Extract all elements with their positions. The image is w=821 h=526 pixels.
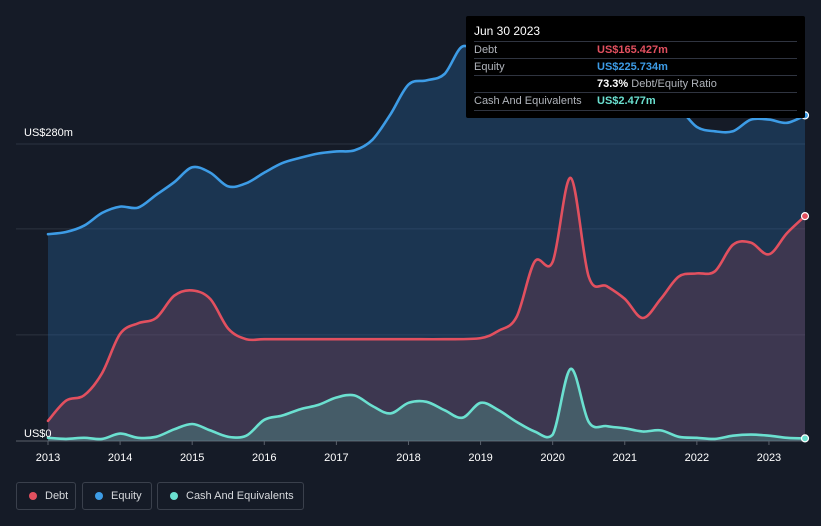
tooltip-cash-value: US$2.477m xyxy=(597,95,656,107)
tooltip-row-cash: Cash And Equivalents US$2.477m xyxy=(474,92,797,111)
cash-and-equivalents-area xyxy=(48,368,805,441)
tooltip-label: Cash And Equivalents xyxy=(474,95,582,107)
legend-label: Cash And Equivalents xyxy=(186,490,294,502)
legend-dot-icon xyxy=(170,492,178,500)
x-tick-label: 2022 xyxy=(685,452,709,464)
tooltip-label: Equity xyxy=(474,61,505,73)
tooltip-row-ratio: 73.3% Debt/Equity Ratio xyxy=(474,75,797,93)
x-tick-label: 2015 xyxy=(180,452,204,464)
x-tick-label: 2018 xyxy=(396,452,420,464)
series-areas xyxy=(48,45,805,442)
ratio-number: 73.3% xyxy=(597,78,629,90)
y-tick-label: US$0 xyxy=(24,428,52,440)
x-tick-label: 2021 xyxy=(613,452,637,464)
tooltip-equity-value: US$225.734m xyxy=(597,61,668,73)
x-tick-label: 2016 xyxy=(252,452,276,464)
x-tick-label: 2013 xyxy=(36,452,60,464)
x-tick-label: 2020 xyxy=(540,452,564,464)
equity-area xyxy=(48,45,805,442)
tooltip-row-debt: Debt US$165.427m xyxy=(474,41,797,59)
axes: US$280m US$0 2013 2014 2015 2016 2017 2018 2019 2… xyxy=(24,127,781,464)
cash-and-equivalents-end-marker xyxy=(800,434,810,443)
tooltip-date: Jun 30 2023 xyxy=(474,24,541,38)
grid xyxy=(16,143,805,442)
y-tick-label: US$280m xyxy=(24,127,73,139)
legend-dot-icon xyxy=(29,492,37,500)
debt-line xyxy=(46,176,807,423)
cash-and-equivalents-line xyxy=(46,367,807,441)
tooltip-panel: Jun 30 2023 Debt US$165.427m Equity US$2… xyxy=(466,16,805,118)
x-tick-label: 2023 xyxy=(757,452,781,464)
legend-label: Debt xyxy=(45,490,69,502)
debt-area xyxy=(48,177,805,441)
legend-dot-icon xyxy=(95,492,103,500)
legend-item-equity[interactable]: Equity xyxy=(82,482,152,510)
x-tick-label: 2019 xyxy=(468,452,492,464)
ratio-caption: Debt/Equity Ratio xyxy=(631,78,717,90)
x-tick-label: 2014 xyxy=(108,452,132,464)
tooltip-label: Debt xyxy=(474,44,498,56)
tooltip-row-equity: Equity US$225.734m xyxy=(474,58,797,76)
legend-label: Equity xyxy=(111,490,142,502)
x-tick-label: 2017 xyxy=(324,452,348,464)
tooltip-ratio-value: 73.3% Debt/Equity Ratio xyxy=(597,78,717,90)
legend-item-cash[interactable]: Cash And Equivalents xyxy=(157,482,304,510)
legend-item-debt[interactable]: Debt xyxy=(16,482,76,510)
tooltip-debt-value: US$165.427m xyxy=(597,44,668,56)
debt-end-marker xyxy=(800,212,810,221)
